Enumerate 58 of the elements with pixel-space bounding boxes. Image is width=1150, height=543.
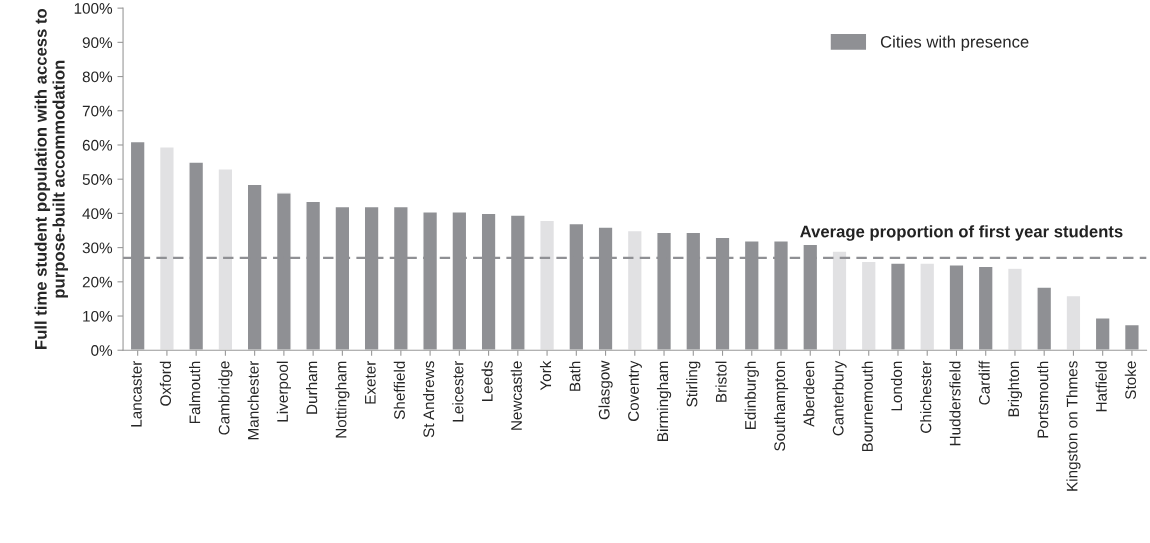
bar <box>158 145 175 351</box>
y-tick-label: 50% <box>82 174 113 185</box>
x-tick-label: Aberdeen <box>803 361 815 427</box>
x-tick-label: Stoke <box>1124 361 1137 400</box>
ref-line-label: Average proportion of first year students <box>800 225 1123 241</box>
x-tick-label: Bath <box>569 361 581 391</box>
bar <box>1065 294 1082 351</box>
x-tick-label: Stirling <box>686 361 701 407</box>
x-tick-label: Exeter <box>365 360 376 404</box>
x-tick-label: Newcastle <box>510 361 522 430</box>
x-tick-label: Brighton <box>1007 361 1023 417</box>
x-tick-label: Glasgow <box>598 360 613 420</box>
x-tick-label: Coventry <box>628 360 642 422</box>
x-tick-label: Lancaster <box>131 360 142 427</box>
x-tick-label: Huddersfield <box>949 361 961 446</box>
bar <box>217 168 234 351</box>
bar <box>539 219 556 351</box>
bar <box>831 250 848 351</box>
x-tick-label: Bournemouth <box>861 361 873 452</box>
x-tick-label: Sheffield <box>393 361 405 420</box>
y-tick-label: 70% <box>82 105 113 117</box>
x-tick-label: Nottingham <box>335 361 350 438</box>
y-tick-label: 100% <box>74 3 113 14</box>
x-tick-label: St Andrews <box>422 361 435 438</box>
x-tick-label: Manchester <box>247 360 259 440</box>
x-tick-label: Durham <box>306 361 318 414</box>
x-tick-label: Southampton <box>773 361 789 451</box>
x-tick-label: York <box>539 360 552 391</box>
y-tick-label: 90% <box>82 37 113 49</box>
x-tick-label: Chichester <box>920 360 932 433</box>
y-tick-label: 20% <box>82 276 113 288</box>
bar <box>1006 267 1023 351</box>
x-tick-label: Falmouth <box>189 361 201 424</box>
y-tick-label: 80% <box>82 71 113 83</box>
x-tick-label: Oxford <box>159 361 172 406</box>
y-tick-label: 40% <box>82 208 113 220</box>
x-tick-label: Kingston on Thmes <box>1066 361 1081 491</box>
x-tick-label: Canterbury <box>832 360 847 436</box>
bar <box>860 260 877 351</box>
x-tick-label: Portsmouth <box>1037 361 1049 438</box>
x-tick-label: Cambridge <box>218 361 233 435</box>
bar <box>626 229 643 351</box>
y-tick-label: 30% <box>82 242 113 254</box>
x-tick-label: Leeds <box>481 361 493 402</box>
x-tick-label: Liverpool <box>276 361 292 422</box>
x-tick-label: Hatfield <box>1095 361 1107 412</box>
y-tick-label: 60% <box>82 139 113 151</box>
y-tick-label: 0% <box>91 345 113 356</box>
y-axis-title: Full time student population with access to purpose-built accommodation <box>34 8 68 349</box>
x-tick-label: Edinburgh <box>744 361 759 430</box>
x-tick-label: Leicester <box>452 360 464 422</box>
bar <box>919 262 936 351</box>
x-tick-label: Bristol <box>715 361 727 402</box>
x-tick-label: Cardiff <box>978 360 990 405</box>
legend-label: Cities with presence <box>880 35 1029 52</box>
x-tick-label: Birmingham <box>656 361 672 441</box>
y-tick-label: 10% <box>83 310 113 322</box>
x-tick-label: London <box>890 361 903 411</box>
